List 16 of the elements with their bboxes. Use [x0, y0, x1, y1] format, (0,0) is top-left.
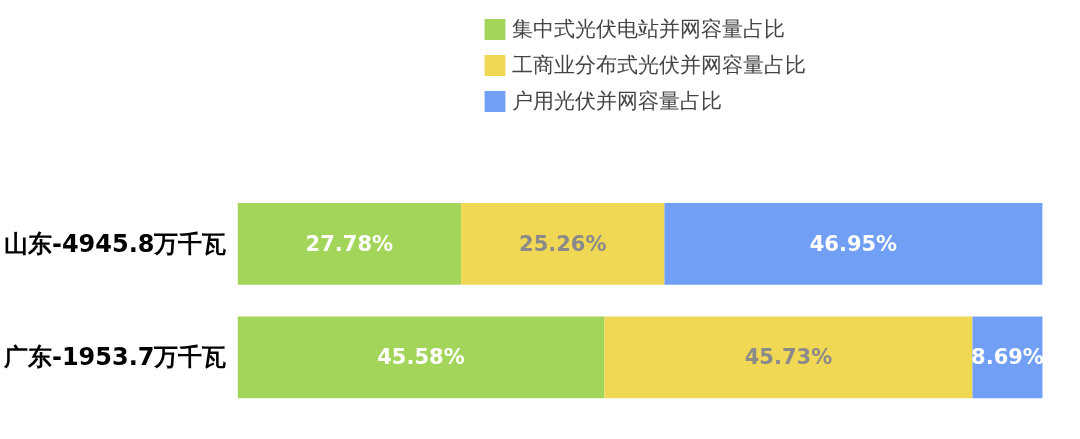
data-label: 46.95%: [809, 231, 898, 256]
legend-label: 工商业分布式光伏并网容量占比: [512, 52, 806, 79]
bar: [664, 203, 1043, 285]
data-label: 8.69%: [971, 345, 1044, 370]
y-tick-label: 广东-1953.7万千瓦: [2, 343, 227, 372]
bar: [461, 203, 665, 285]
legend-label: 集中式光伏电站并网容量占比: [512, 16, 785, 43]
data-label: 45.73%: [744, 345, 833, 370]
data-label: 25.26%: [519, 231, 607, 256]
bar: [237, 316, 605, 399]
bar: [604, 316, 973, 399]
y-tick-label: 山东-4945.8万千瓦: [3, 229, 227, 258]
data-label: 45.58%: [377, 345, 465, 370]
data-label: 27.78%: [305, 231, 394, 256]
bar: [237, 203, 462, 285]
legend-label: 户用光伏并网容量占比: [512, 88, 722, 115]
